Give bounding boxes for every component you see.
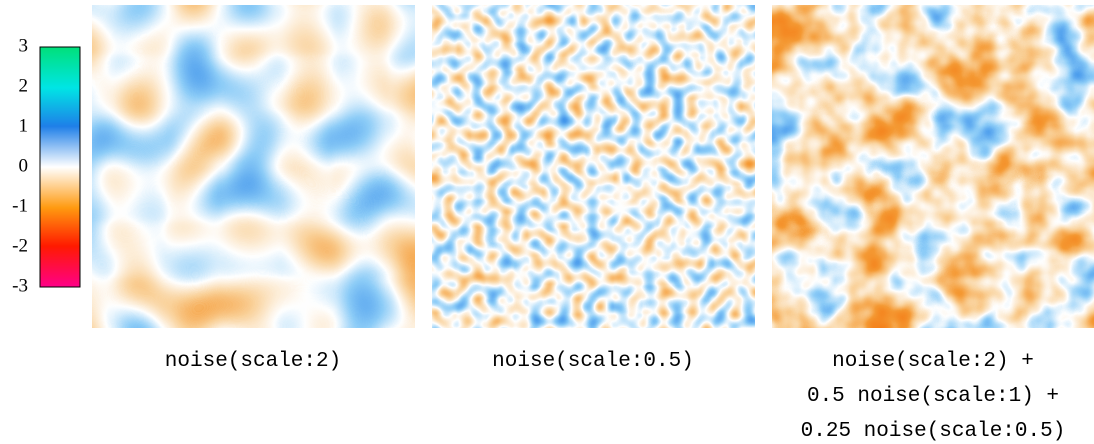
caption: noise(scale:2) bbox=[165, 350, 341, 373]
tick-label: 2 bbox=[19, 75, 29, 96]
caption: 0.5 noise(scale:1) + bbox=[807, 385, 1059, 408]
tick-label: 1 bbox=[19, 115, 29, 136]
tick-label: -1 bbox=[12, 195, 28, 216]
captions: noise(scale:2) noise(scale:0.5) noise(scal… bbox=[165, 350, 1066, 443]
caption: noise(scale:0.5) bbox=[492, 350, 694, 373]
tick-label: 3 bbox=[19, 35, 29, 56]
colorbar-ticks: 3 2 1 0 -1 -2 -3 bbox=[12, 35, 28, 296]
noise-image bbox=[92, 5, 415, 328]
noise-image bbox=[772, 5, 1094, 328]
caption: noise(scale:2) + bbox=[832, 350, 1034, 373]
colorbar bbox=[39, 46, 81, 288]
tick-label: 0 bbox=[19, 155, 29, 176]
tick-label: -2 bbox=[12, 235, 28, 256]
tick-label: -3 bbox=[12, 275, 28, 296]
noise-image bbox=[432, 5, 755, 328]
caption: 0.25 noise(scale:0.5) bbox=[801, 420, 1066, 443]
